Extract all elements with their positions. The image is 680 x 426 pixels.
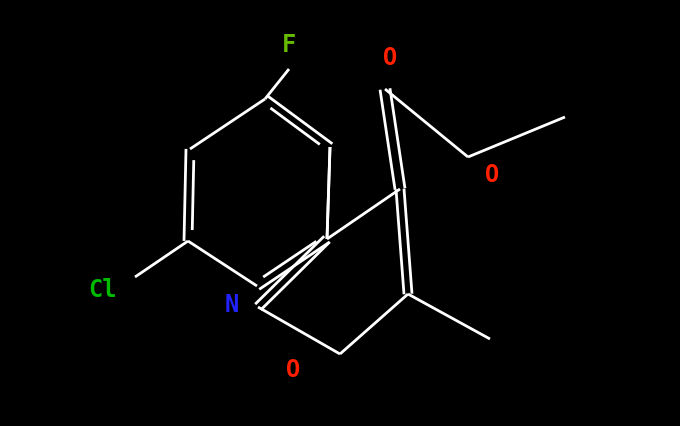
Text: O: O	[286, 357, 300, 381]
Text: O: O	[485, 163, 499, 187]
Text: N: N	[225, 292, 239, 316]
Text: O: O	[383, 46, 397, 70]
Text: F: F	[282, 33, 296, 57]
Text: Cl: Cl	[89, 277, 117, 301]
